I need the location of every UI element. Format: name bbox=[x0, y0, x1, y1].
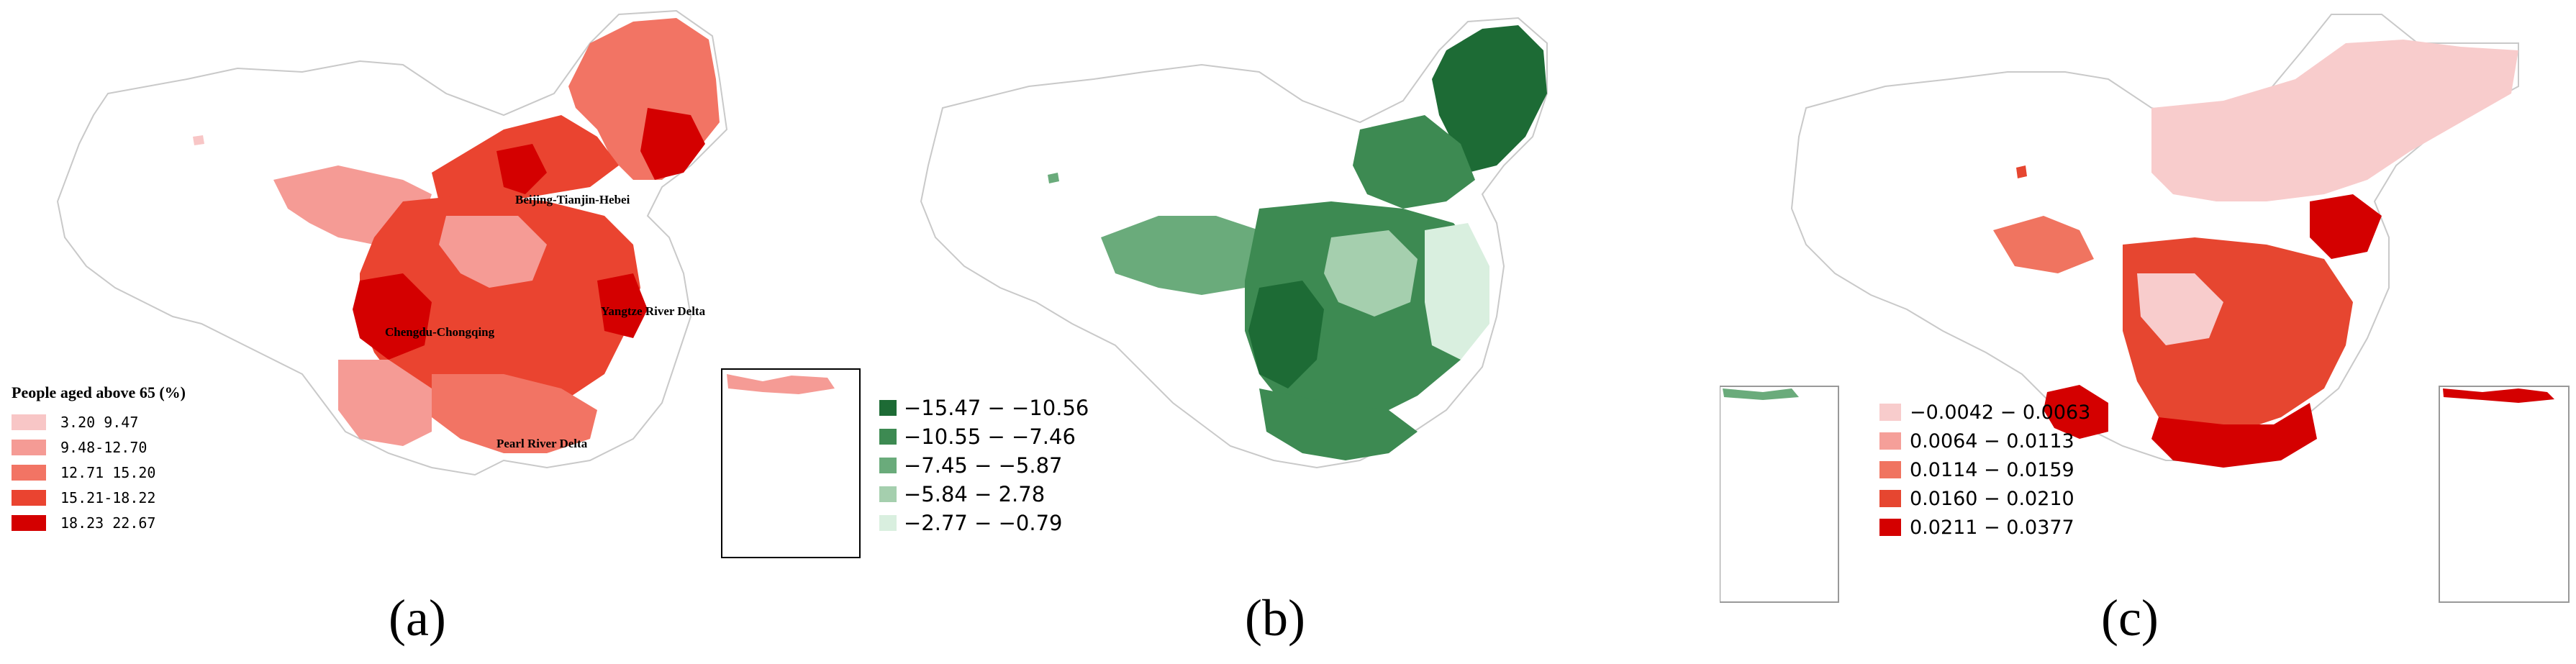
region-label-pearl-river-delta: Pearl River Delta bbox=[496, 437, 588, 450]
legend-swatch bbox=[879, 486, 897, 502]
legend-item: 0.0114 − 0.0159 bbox=[1879, 455, 2090, 484]
legend-swatch bbox=[12, 414, 46, 430]
legend-label: 12.71 15.20 bbox=[60, 463, 156, 481]
legend-label: −7.45 − −5.87 bbox=[904, 453, 1063, 478]
panel-label-a: (a) bbox=[389, 589, 446, 647]
legend-item: −10.55 − −7.46 bbox=[879, 422, 1089, 451]
legend-swatch bbox=[879, 458, 897, 473]
legend-swatch bbox=[879, 429, 897, 445]
region-sichuan bbox=[353, 273, 432, 360]
choropleth-map-green bbox=[858, 17, 1548, 469]
region-xinjiang-dot bbox=[193, 135, 204, 145]
legend-swatch bbox=[12, 514, 46, 531]
legend-swatch bbox=[12, 439, 46, 455]
region-west bbox=[1101, 216, 1274, 295]
legend-item: 3.20 9.47 bbox=[12, 409, 186, 435]
legend-label: 3.20 9.47 bbox=[60, 413, 139, 431]
legend-swatch bbox=[879, 515, 897, 531]
region-central-light bbox=[2137, 273, 2223, 345]
legend-item: −5.84 − 2.78 bbox=[879, 480, 1089, 509]
legend-label: −2.77 − −0.79 bbox=[904, 511, 1063, 535]
legend-item: 0.0160 − 0.0210 bbox=[1879, 484, 2090, 513]
legend-label: −10.55 − −7.46 bbox=[904, 424, 1076, 449]
legend-item: 9.48-12.70 bbox=[12, 435, 186, 460]
legend-item: −15.47 − −10.56 bbox=[879, 394, 1089, 422]
panel-label-b: (b) bbox=[1245, 589, 1305, 647]
legend-item: 15.21-18.22 bbox=[12, 485, 186, 510]
region-yangtze bbox=[597, 273, 648, 338]
choropleth-map-red bbox=[1720, 14, 2570, 603]
region-south bbox=[432, 374, 597, 453]
inset-coast bbox=[727, 374, 835, 394]
panel-label-c: (c) bbox=[2101, 589, 2159, 647]
region-central-dark bbox=[1248, 281, 1324, 388]
legend-swatch bbox=[1879, 519, 1901, 536]
inset-right bbox=[2439, 386, 2570, 603]
legend-label: 18.23 22.67 bbox=[60, 514, 156, 532]
legend-item: −0.0042 − 0.0063 bbox=[1879, 398, 2090, 427]
legend-swatch bbox=[1879, 490, 1901, 507]
region-xinjiang-dot bbox=[2016, 165, 2027, 178]
legend-item: −2.77 − −0.79 bbox=[879, 509, 1089, 537]
legend-swatch bbox=[12, 464, 46, 481]
legend-swatch bbox=[1879, 432, 1901, 450]
region-northeast bbox=[1432, 25, 1547, 173]
region-south bbox=[1259, 388, 1418, 460]
region-north-mid bbox=[1353, 115, 1475, 209]
legend-swatch bbox=[879, 400, 897, 416]
region-central-light bbox=[439, 216, 547, 288]
inset-south-china-sea bbox=[721, 368, 861, 558]
inset-left-coast bbox=[1723, 388, 1799, 400]
region-label-yangtze-river-delta: Yangtze River Delta bbox=[601, 304, 706, 318]
region-label-chengdu-chongqing: Chengdu-Chongqing bbox=[385, 325, 495, 339]
legend-label: 15.21-18.22 bbox=[60, 488, 156, 506]
legend-item: 0.0211 − 0.0377 bbox=[1879, 513, 2090, 542]
region-north-light bbox=[2151, 40, 2518, 201]
legend-label: −0.0042 − 0.0063 bbox=[1910, 401, 2091, 424]
inset-south-china-sea bbox=[858, 369, 859, 370]
region-northeast-dark bbox=[640, 108, 705, 180]
region-beijing bbox=[2310, 194, 2382, 259]
region-central-light bbox=[1324, 230, 1418, 317]
legend-title: People aged above 65 (%) bbox=[12, 383, 186, 401]
legend-item: 12.71 15.20 bbox=[12, 460, 186, 485]
panel-b: −15.47 − −10.56 −10.55 − −7.46 −7.45 − −… bbox=[856, 0, 1720, 664]
legend-label: 0.0211 − 0.0377 bbox=[1910, 516, 2074, 539]
legend-swatch bbox=[1879, 404, 1901, 421]
region-south-dark bbox=[2151, 403, 2317, 468]
legend-aged-population: People aged above 65 (%) 3.20 9.47 9.48-… bbox=[12, 383, 186, 535]
inset-left bbox=[1720, 386, 1839, 603]
region-xinjiang-dot bbox=[1048, 173, 1059, 183]
legend-item: 18.23 22.67 bbox=[12, 510, 186, 535]
legend-red: −0.0042 − 0.0063 0.0064 − 0.0113 0.0114 … bbox=[1879, 398, 2090, 542]
choropleth-map-aged-population: Beijing-Tianjin-Hebei Yangtze River Delt… bbox=[56, 9, 861, 558]
region-north bbox=[496, 144, 547, 194]
legend-swatch bbox=[1879, 461, 1901, 478]
legend-green: −15.47 − −10.56 −10.55 − −7.46 −7.45 − −… bbox=[879, 394, 1089, 537]
region-southwest bbox=[338, 360, 432, 446]
legend-label: −15.47 − −10.56 bbox=[904, 396, 1089, 420]
legend-label: 0.0160 − 0.0210 bbox=[1910, 487, 2074, 510]
legend-swatch bbox=[12, 489, 46, 506]
panel-a: Beijing-Tianjin-Hebei Yangtze River Delt… bbox=[0, 0, 863, 664]
region-west-mid bbox=[1993, 216, 2094, 273]
inset-right-coast bbox=[2443, 388, 2554, 403]
region-east-light bbox=[1425, 223, 1489, 360]
panel-c: −0.0042 − 0.0063 0.0064 − 0.0113 0.0114 … bbox=[1720, 0, 2576, 664]
region-central bbox=[360, 194, 640, 417]
region-label-beijing-tianjin-hebei: Beijing-Tianjin-Hebei bbox=[515, 193, 630, 206]
legend-label: 0.0064 − 0.0113 bbox=[1910, 429, 2074, 452]
legend-item: −7.45 − −5.87 bbox=[879, 451, 1089, 480]
legend-label: 9.48-12.70 bbox=[60, 438, 148, 456]
legend-item: 0.0064 − 0.0113 bbox=[1879, 427, 2090, 455]
legend-label: 0.0114 − 0.0159 bbox=[1910, 458, 2074, 481]
region-yunnan bbox=[2044, 385, 2108, 439]
legend-label: −5.84 − 2.78 bbox=[904, 482, 1046, 506]
